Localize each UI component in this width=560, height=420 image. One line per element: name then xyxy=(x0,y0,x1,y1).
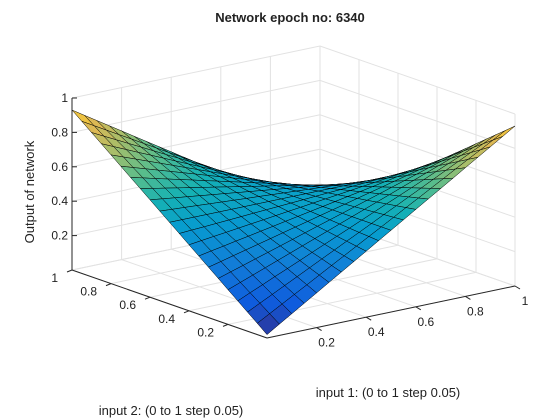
tick-labels: 0.2 0.4 0.6 0.8 1 0.2 0.4 0.6 0.8 1 0.2 0.4 0.6 0.8 1 xyxy=(51,91,528,350)
x-tick-mark-1 xyxy=(365,316,372,321)
y-axis-label: input 2: (0 to 1 step 0.05) xyxy=(99,403,244,418)
x-axis-line xyxy=(266,285,516,339)
z-tick-label-0: 0.2 xyxy=(51,229,68,243)
y-tick-mark-1 xyxy=(183,310,190,314)
chart-title: Network epoch no: 6340 xyxy=(215,10,365,25)
surface-mesh xyxy=(71,109,516,335)
y-tick-mark-3 xyxy=(105,283,112,287)
y-tick-label-4: 1 xyxy=(51,271,58,285)
z-tick-label-2: 0.6 xyxy=(51,160,68,174)
wall-grid-z-5 xyxy=(71,45,516,115)
surface-cell-19-0 xyxy=(492,125,516,141)
surface-cell-0-0 xyxy=(257,313,280,335)
x-tick-mark-4 xyxy=(514,285,521,290)
x-tick-label-0: 0.2 xyxy=(318,336,335,350)
x-tick-mark-3 xyxy=(465,295,471,300)
x-tick-label-1: 0.4 xyxy=(368,325,385,339)
x-tick-label-4: 1 xyxy=(522,294,529,308)
z-tick-label-4: 1 xyxy=(61,91,68,105)
x-tick-mark-0 xyxy=(316,327,322,332)
x-axis-label: input 1: (0 to 1 step 0.05) xyxy=(316,385,461,400)
x-tick-label-2: 0.6 xyxy=(417,315,434,329)
y-axis-line xyxy=(71,269,268,339)
z-tick-label-1: 0.4 xyxy=(51,194,68,208)
axes xyxy=(66,97,521,339)
x-tick-mark-2 xyxy=(415,306,422,311)
y-tick-mark-4 xyxy=(66,269,73,273)
y-tick-label-3: 0.8 xyxy=(80,285,97,299)
z-tick-label-3: 0.8 xyxy=(51,125,68,139)
x-tick-label-3: 0.8 xyxy=(467,304,484,318)
y-tick-label-2: 0.6 xyxy=(119,298,136,312)
y-tick-mark-0 xyxy=(222,323,229,327)
z-axis-label: Output of network xyxy=(22,140,37,243)
y-tick-label-1: 0.4 xyxy=(158,312,175,326)
y-tick-label-0: 0.2 xyxy=(197,325,214,339)
y-tick-mark-2 xyxy=(144,296,151,300)
